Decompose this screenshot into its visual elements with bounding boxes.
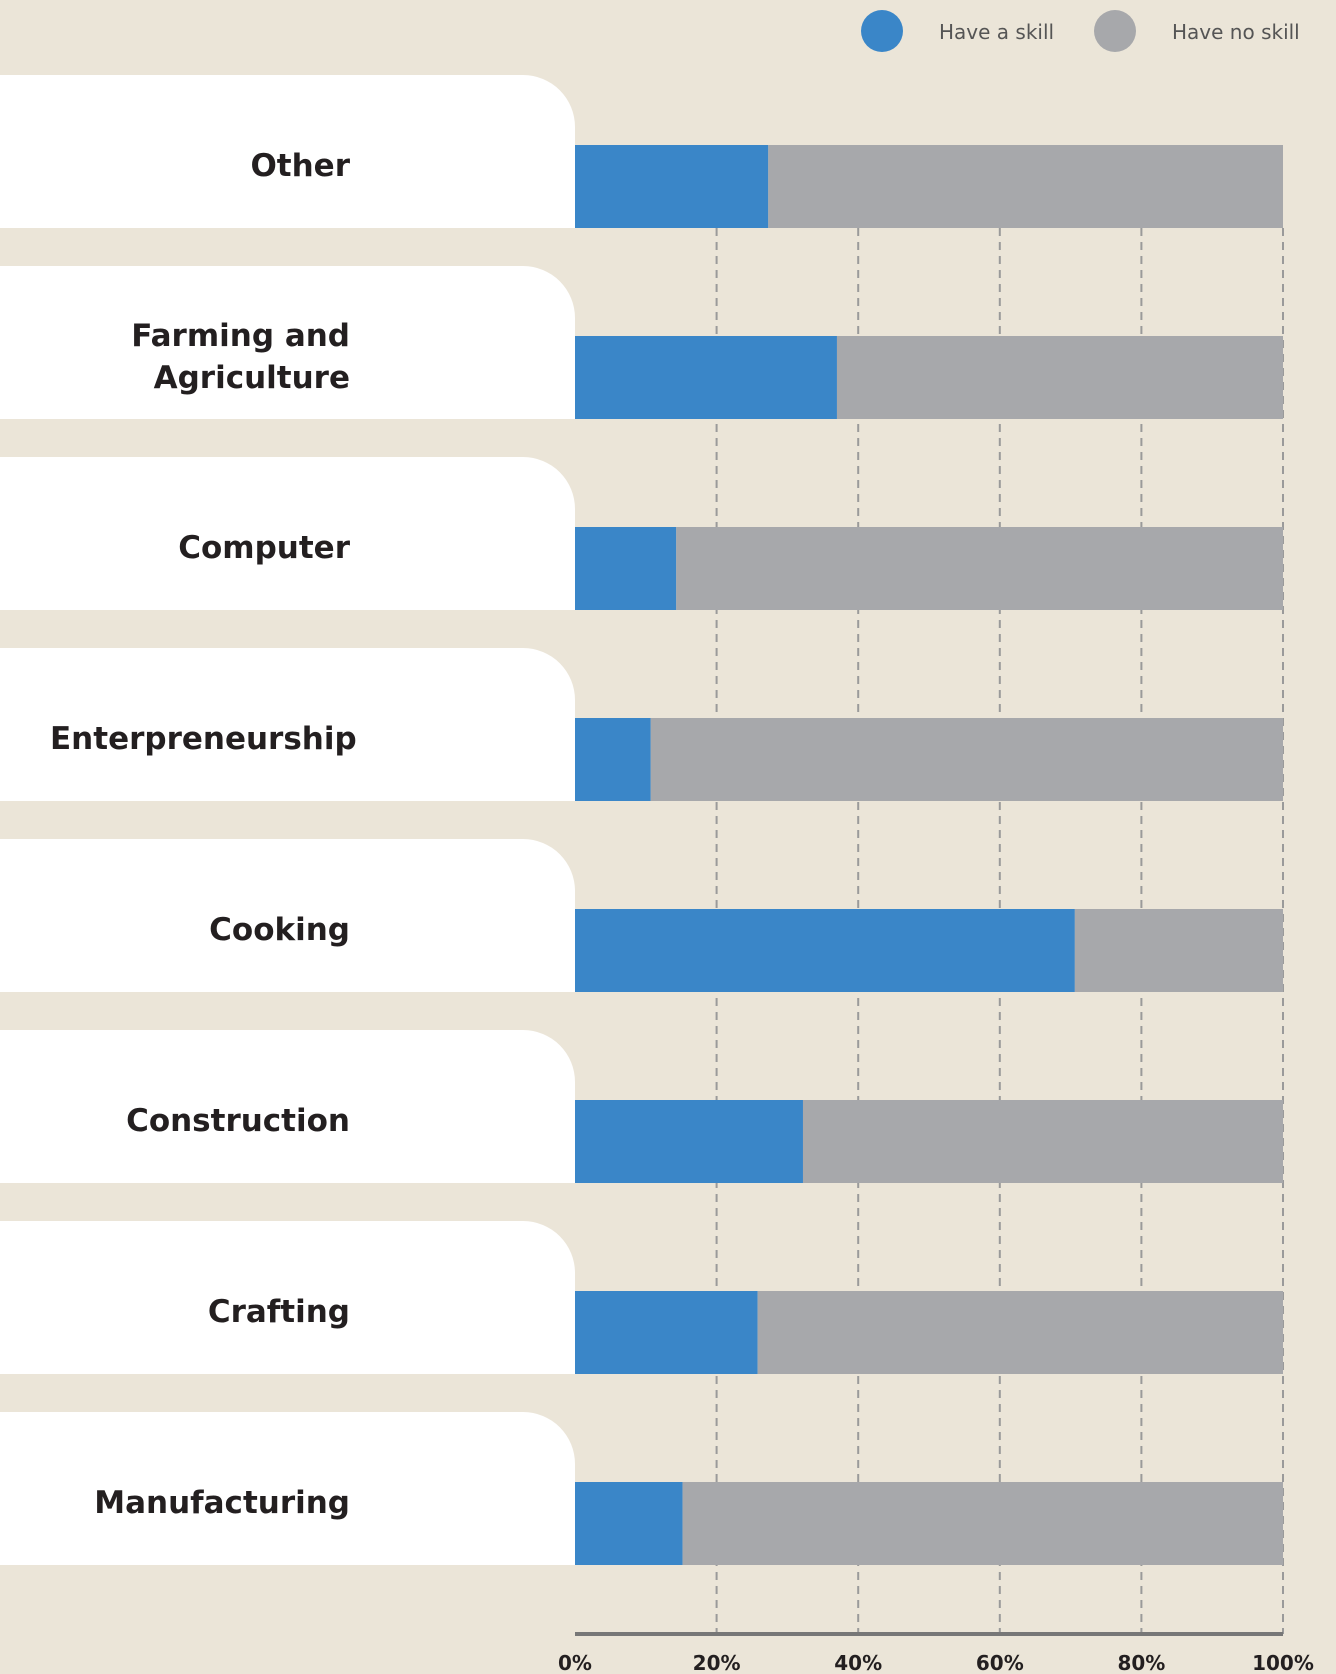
label-panel: [0, 1221, 575, 1374]
bar-segment: [682, 1482, 1283, 1565]
bar-segment: [768, 145, 1283, 228]
x-tick-label: 60%: [976, 1651, 1024, 1674]
bar-segment: [575, 1291, 758, 1374]
category-label: Enterpreneurship: [50, 720, 357, 757]
bar-segment: [575, 718, 651, 801]
legend-label: Have no skill: [1172, 20, 1300, 44]
bar-segment: [676, 527, 1283, 610]
label-panel: [0, 839, 575, 992]
label-panel: [0, 1412, 575, 1565]
legend-swatch: [1094, 10, 1136, 52]
x-tick-label: 0%: [558, 1651, 592, 1674]
x-tick-label: 80%: [1117, 1651, 1165, 1674]
category-label: Construction: [126, 1102, 350, 1139]
bar-segment: [1074, 909, 1283, 992]
category-label: Crafting: [207, 1293, 350, 1330]
bar-segment: [575, 527, 677, 610]
x-tick-label: 40%: [834, 1651, 882, 1674]
bar-segment: [575, 1100, 803, 1183]
bar-segment: [650, 718, 1283, 801]
bar-segment: [575, 1482, 683, 1565]
legend-label: Have a skill: [939, 20, 1054, 44]
label-panel: [0, 1030, 575, 1183]
bar-segment: [575, 909, 1075, 992]
bar-segment: [836, 336, 1283, 419]
category-label: Farming and Agriculture: [131, 317, 350, 396]
legend-swatch: [861, 10, 903, 52]
label-panel: [0, 648, 575, 801]
bar-segment: [575, 145, 769, 228]
x-tick-label: 100%: [1252, 1651, 1314, 1674]
label-panel: [0, 266, 575, 419]
label-panel: [0, 457, 575, 610]
label-panel: [0, 75, 575, 228]
category-label: Manufacturing: [94, 1484, 350, 1521]
bar-segment: [802, 1100, 1283, 1183]
category-label: Computer: [178, 529, 350, 566]
x-tick-label: 20%: [693, 1651, 741, 1674]
bar-segment: [575, 336, 837, 419]
category-label: Cooking: [209, 911, 350, 948]
bar-segment: [757, 1291, 1283, 1374]
category-label: Other: [250, 147, 350, 184]
